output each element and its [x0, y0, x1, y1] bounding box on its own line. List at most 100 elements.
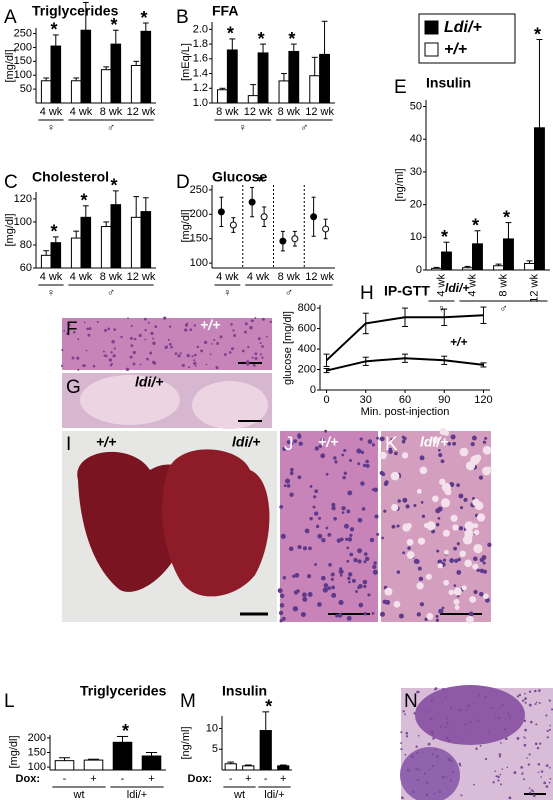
tissue-cell	[400, 731, 403, 734]
y-tick-label: 5	[212, 743, 218, 755]
tissue-cell	[419, 602, 425, 607]
tissue-cell	[406, 768, 410, 772]
tissue-cell	[451, 771, 454, 774]
panel-letter: M	[180, 691, 196, 712]
tissue-cell	[297, 475, 302, 480]
tissue-cell	[535, 701, 538, 704]
x-tick-label: 90	[438, 394, 450, 406]
tissue-cell	[365, 463, 370, 468]
tissue-cell	[346, 546, 350, 550]
tissue-cell	[363, 552, 368, 556]
tissue-cell	[343, 523, 349, 529]
tissue-cell	[66, 332, 69, 335]
group-label: ♀	[239, 122, 247, 134]
group-label: wt	[73, 789, 85, 800]
tissue-cell	[530, 720, 533, 724]
tissue-cell	[372, 569, 378, 575]
tissue-cell	[453, 584, 457, 587]
tissue-cell	[302, 546, 307, 551]
tissue-cell	[397, 499, 401, 503]
tissue-cell	[174, 352, 178, 355]
tissue-cell	[127, 317, 129, 320]
y-tick-label: 600	[298, 322, 316, 334]
tissue-cell	[466, 615, 474, 624]
tissue-cell	[432, 436, 440, 444]
tissue-cell	[500, 783, 503, 786]
tissue-cell	[537, 762, 541, 766]
tissue-cell	[322, 587, 328, 593]
panel-letter: B	[176, 7, 189, 28]
tissue-cell	[373, 487, 378, 493]
y-tick-label: 200	[190, 208, 208, 220]
tissue-cell	[499, 773, 502, 776]
tissue-cell	[437, 506, 443, 512]
tissue-cell	[282, 575, 287, 580]
tissue-cell	[523, 743, 527, 747]
tissue-cell	[464, 521, 475, 531]
bar	[277, 765, 290, 771]
tissue-cell	[476, 513, 486, 522]
tissue-cell	[365, 459, 369, 464]
tissue-cell	[72, 330, 76, 334]
tissue-cell	[509, 715, 512, 718]
tissue-cell	[331, 502, 336, 507]
mean-dot	[322, 225, 330, 233]
tissue-cell	[469, 596, 477, 603]
tissue-cell	[492, 781, 495, 784]
tissue-cell	[289, 492, 294, 497]
tissue-cell	[473, 783, 475, 786]
tissue-cell	[495, 775, 498, 778]
x-tick-label: -	[121, 773, 125, 785]
tissue-cell	[88, 327, 92, 330]
chart-title: Insulin	[222, 683, 267, 699]
tissue-cell	[254, 317, 257, 320]
tissue-cell	[498, 753, 502, 756]
tissue-cell	[154, 325, 158, 329]
tissue-cell	[384, 587, 393, 596]
tissue-cell	[443, 579, 450, 586]
chart-title: Triglycerides	[80, 683, 167, 699]
histology-f	[62, 318, 272, 370]
tissue-cell	[482, 561, 486, 565]
tissue-cell	[513, 771, 517, 775]
tissue-cell	[545, 785, 549, 788]
tissue-cell	[259, 353, 262, 356]
tissue-cell	[441, 482, 451, 492]
x-tick-label: +	[245, 773, 251, 785]
tissue-cell	[548, 728, 551, 731]
tissue-cell	[432, 495, 439, 503]
tissue-cell	[540, 770, 544, 773]
tissue-cell	[407, 546, 411, 550]
tissue-cell	[402, 436, 407, 441]
category-axis-label: Dox:	[188, 773, 212, 785]
tissue-cell	[77, 368, 80, 371]
tissue-cell	[456, 542, 460, 546]
y-tick-label: 250	[190, 184, 208, 196]
significance-star: *	[140, 8, 147, 28]
tissue-cell	[343, 471, 347, 475]
tissue-cell	[327, 586, 331, 591]
tissue-cell	[442, 529, 450, 537]
series-label: +/+	[450, 335, 467, 349]
tissue-cell	[426, 612, 434, 620]
tissue-cell	[437, 517, 441, 520]
tissue-cell	[479, 744, 482, 747]
y-tick-label: 200	[14, 41, 32, 53]
bar	[130, 216, 142, 269]
tissue-cell	[376, 532, 380, 536]
tissue-cell	[507, 712, 510, 715]
tissue-cell	[129, 336, 133, 340]
bar	[110, 204, 122, 269]
tissue-cell	[402, 710, 405, 713]
tissue-cell	[484, 757, 488, 761]
tissue-cell	[204, 340, 208, 344]
tissue-cell	[102, 350, 105, 353]
tissue-cell	[461, 585, 467, 591]
tissue-cell	[184, 328, 188, 332]
tissue-cell	[168, 325, 172, 328]
x-tick-label: -	[264, 773, 268, 785]
tissue-cell	[371, 611, 375, 615]
x-tick-label: 12 wk	[244, 106, 273, 118]
tissue-cell	[245, 322, 248, 326]
significance-star: *	[110, 15, 117, 35]
